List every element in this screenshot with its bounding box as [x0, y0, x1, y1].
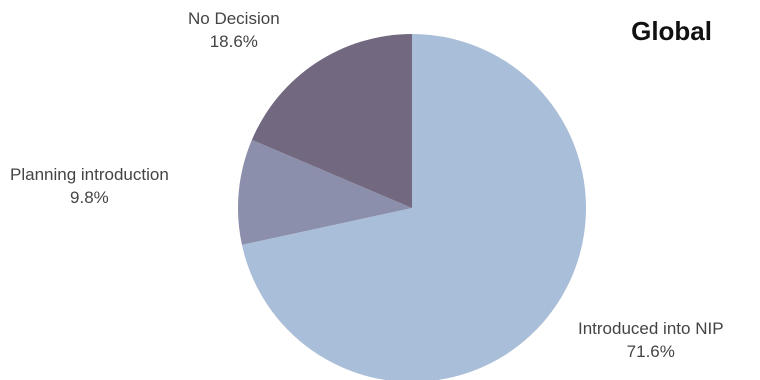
slice-value-no-decision: 18.6% — [209, 32, 258, 51]
chart-title: Global — [631, 16, 712, 46]
slice-value-planning: 9.8% — [70, 188, 109, 207]
pie-slice-no-decision — [251, 34, 412, 208]
slice-name-planning: Planning introduction — [10, 165, 169, 184]
slice-label-introduced: Introduced into NIP 71.6% — [578, 317, 724, 363]
slice-name-no-decision: No Decision — [188, 9, 280, 28]
slice-label-planning: Planning introduction 9.8% — [10, 163, 169, 209]
slice-label-no-decision: No Decision 18.6% — [188, 7, 280, 53]
slice-value-introduced: 71.6% — [626, 342, 675, 361]
pie-slice-introduced — [241, 34, 586, 380]
pie-slice-planning — [238, 139, 412, 245]
slice-name-introduced: Introduced into NIP — [578, 319, 724, 338]
